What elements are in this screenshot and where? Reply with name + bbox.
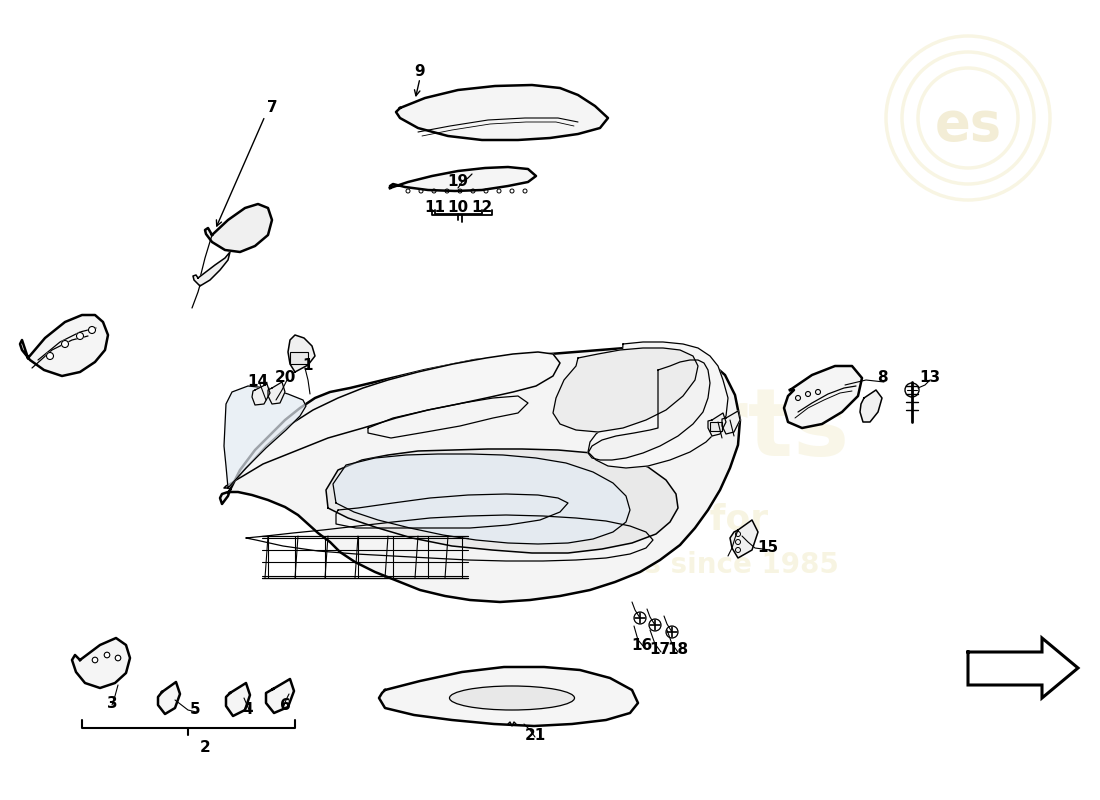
Text: 19: 19 (448, 174, 469, 190)
FancyBboxPatch shape (290, 352, 308, 364)
Text: 15: 15 (758, 541, 779, 555)
Polygon shape (220, 348, 740, 602)
Polygon shape (708, 413, 726, 436)
Text: 8: 8 (877, 370, 888, 386)
Polygon shape (553, 348, 698, 432)
Ellipse shape (450, 686, 574, 710)
Polygon shape (326, 449, 678, 553)
Text: 21: 21 (525, 727, 546, 742)
Text: parts: parts (571, 384, 849, 476)
Polygon shape (158, 682, 180, 714)
Text: 6: 6 (279, 698, 290, 714)
Polygon shape (722, 411, 740, 434)
Circle shape (62, 341, 68, 347)
Polygon shape (288, 335, 315, 372)
Text: 4: 4 (243, 702, 253, 718)
Text: 14: 14 (248, 374, 268, 390)
Text: 12: 12 (472, 201, 493, 215)
Polygon shape (72, 638, 130, 688)
Circle shape (104, 652, 110, 658)
Polygon shape (730, 520, 758, 558)
Circle shape (92, 658, 98, 662)
Polygon shape (224, 386, 306, 488)
Polygon shape (860, 390, 882, 422)
Text: 16: 16 (631, 638, 652, 653)
Polygon shape (268, 382, 285, 404)
Polygon shape (20, 315, 108, 376)
Polygon shape (205, 204, 272, 252)
Polygon shape (226, 683, 250, 716)
Text: 17: 17 (649, 642, 671, 658)
Text: 3: 3 (107, 695, 118, 710)
Text: 2: 2 (199, 741, 210, 755)
Circle shape (46, 353, 54, 359)
Text: 10: 10 (448, 201, 469, 215)
Circle shape (88, 326, 96, 334)
Polygon shape (784, 366, 862, 428)
Text: 5: 5 (189, 702, 200, 718)
Polygon shape (252, 384, 270, 405)
Text: 11: 11 (425, 201, 446, 215)
Polygon shape (192, 252, 230, 286)
Circle shape (77, 333, 84, 339)
Text: 18: 18 (668, 642, 689, 658)
Text: 13: 13 (920, 370, 940, 386)
Circle shape (116, 655, 121, 661)
Polygon shape (588, 360, 710, 460)
Polygon shape (224, 352, 560, 488)
Text: 1: 1 (302, 358, 313, 373)
Text: 20: 20 (274, 370, 296, 386)
Text: 7: 7 (266, 101, 277, 115)
Text: es: es (934, 99, 1002, 151)
FancyBboxPatch shape (710, 422, 722, 431)
Polygon shape (968, 638, 1078, 698)
Text: sports since 1985: sports since 1985 (562, 551, 838, 579)
Polygon shape (390, 167, 536, 191)
Polygon shape (333, 454, 630, 544)
Text: passion for: passion for (541, 503, 769, 537)
Text: 9: 9 (415, 65, 426, 79)
Polygon shape (266, 679, 294, 713)
Polygon shape (588, 342, 728, 468)
Polygon shape (396, 85, 608, 140)
Polygon shape (379, 667, 638, 726)
